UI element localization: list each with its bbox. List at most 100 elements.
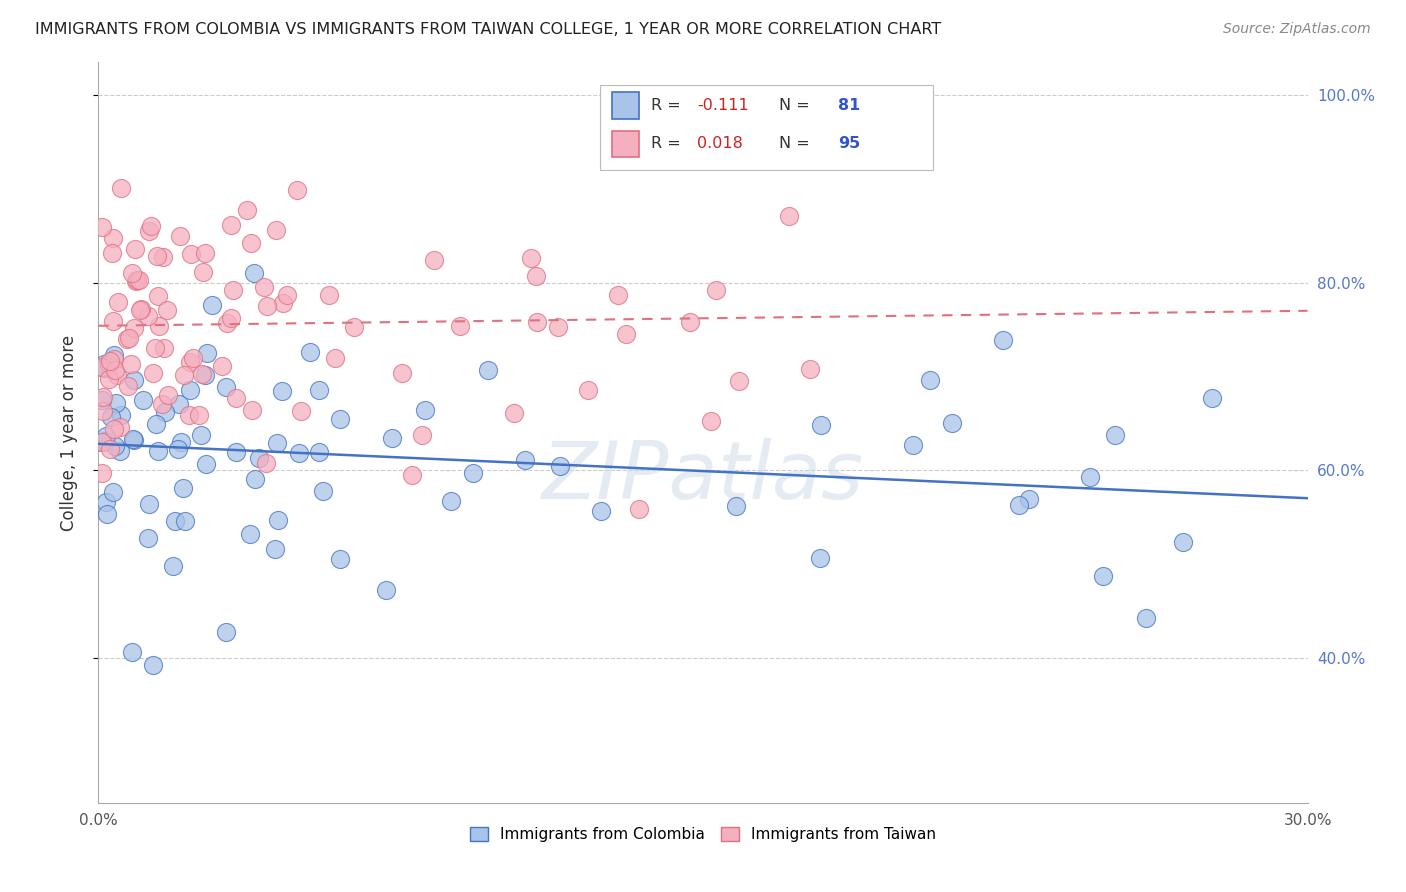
- Point: [170, 435, 193, 450]
- Point: [152, 397, 174, 411]
- Point: [93, 357, 115, 371]
- Point: [243, 266, 266, 280]
- Point: [576, 383, 599, 397]
- Point: [142, 366, 165, 380]
- Point: [190, 427, 212, 442]
- Point: [93, 434, 115, 449]
- Point: [152, 341, 174, 355]
- Point: [173, 368, 195, 383]
- Point: [98, 442, 121, 456]
- Point: [267, 512, 290, 526]
- Point: [381, 431, 404, 445]
- Point: [273, 296, 295, 310]
- Point: [179, 383, 201, 397]
- Point: [156, 303, 179, 318]
- Point: [679, 314, 702, 328]
- Point: [91, 390, 114, 404]
- Point: [298, 344, 321, 359]
- Point: [264, 223, 287, 237]
- Point: [941, 416, 963, 430]
- Point: [121, 266, 143, 280]
- Point: [145, 417, 167, 432]
- Point: [136, 531, 159, 545]
- Point: [94, 428, 117, 442]
- Point: [195, 346, 218, 360]
- Point: [290, 404, 312, 418]
- Point: [423, 253, 446, 268]
- Point: [614, 327, 637, 342]
- Point: [103, 231, 125, 245]
- Point: [110, 419, 132, 434]
- Point: [247, 450, 270, 465]
- FancyBboxPatch shape: [600, 85, 932, 169]
- Point: [236, 203, 259, 218]
- Point: [156, 388, 179, 402]
- Point: [918, 373, 941, 387]
- Point: [118, 331, 141, 345]
- Point: [243, 473, 266, 487]
- Point: [343, 320, 366, 334]
- Point: [115, 332, 138, 346]
- Point: [201, 298, 224, 312]
- Point: [91, 404, 114, 418]
- Point: [98, 354, 121, 368]
- Point: [103, 422, 125, 436]
- Point: [146, 289, 169, 303]
- Point: [105, 368, 128, 383]
- Point: [239, 526, 262, 541]
- Point: [129, 301, 152, 316]
- Point: [104, 363, 127, 377]
- Point: [591, 503, 613, 517]
- Point: [1104, 428, 1126, 442]
- Point: [1008, 498, 1031, 512]
- Point: [169, 228, 191, 243]
- Point: [308, 383, 330, 397]
- Point: [266, 436, 288, 450]
- Point: [225, 445, 247, 459]
- Point: [93, 360, 115, 375]
- Point: [219, 311, 242, 326]
- Point: [188, 408, 211, 422]
- Point: [146, 249, 169, 263]
- Point: [778, 209, 800, 223]
- Point: [169, 396, 191, 410]
- Point: [810, 418, 832, 433]
- Point: [253, 280, 276, 294]
- Point: [136, 309, 159, 323]
- Point: [270, 384, 292, 398]
- Point: [91, 392, 114, 407]
- Point: [520, 251, 543, 265]
- Point: [166, 442, 188, 456]
- Point: [91, 435, 114, 450]
- Point: [318, 287, 340, 301]
- Point: [217, 316, 239, 330]
- Point: [288, 446, 311, 460]
- Point: [194, 246, 217, 260]
- Point: [146, 444, 169, 458]
- Point: [1135, 611, 1157, 625]
- Point: [104, 396, 127, 410]
- Point: [240, 236, 263, 251]
- Text: N =: N =: [779, 98, 815, 113]
- Point: [413, 402, 436, 417]
- Point: [120, 357, 142, 371]
- Text: 0.018: 0.018: [697, 136, 742, 152]
- Point: [98, 372, 121, 386]
- Point: [808, 550, 831, 565]
- Point: [607, 288, 630, 302]
- Point: [1078, 470, 1101, 484]
- Point: [799, 362, 821, 376]
- Point: [110, 409, 132, 423]
- Point: [91, 434, 114, 449]
- Point: [627, 501, 650, 516]
- Point: [94, 494, 117, 508]
- Point: [91, 360, 114, 375]
- Point: [153, 405, 176, 419]
- Point: [285, 183, 308, 197]
- Point: [449, 319, 471, 334]
- Point: [138, 224, 160, 238]
- Point: [706, 284, 728, 298]
- Point: [191, 265, 214, 279]
- Point: [225, 391, 247, 405]
- Point: [391, 366, 413, 380]
